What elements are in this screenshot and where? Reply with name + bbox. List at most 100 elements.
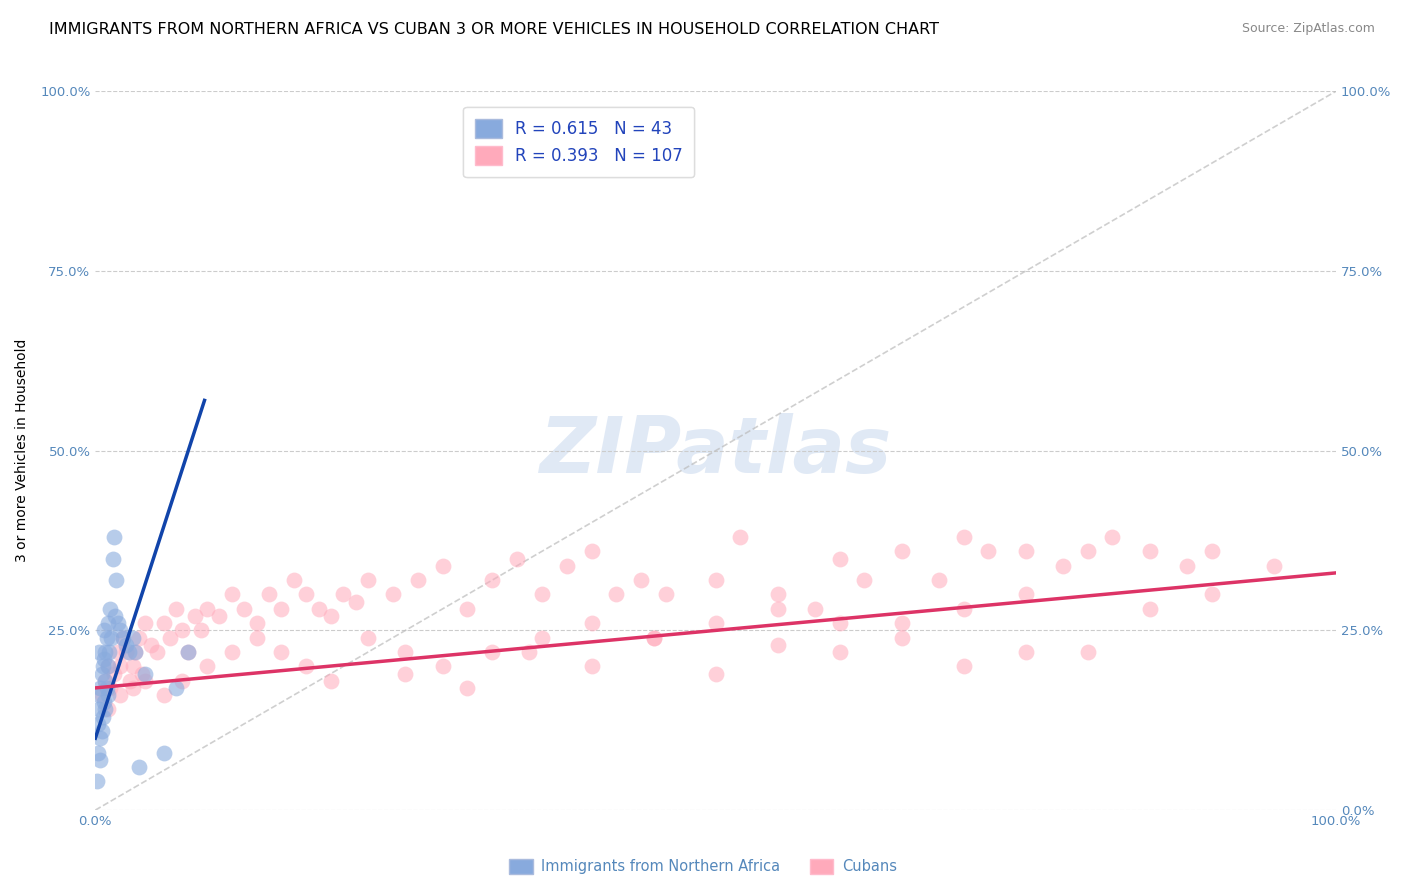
Point: [344, 594, 367, 608]
Point: [103, 530, 125, 544]
Point: [120, 673, 142, 688]
Point: [406, 573, 429, 587]
Point: [977, 544, 1000, 558]
Point: [581, 544, 603, 558]
Point: [108, 659, 131, 673]
Point: [828, 645, 851, 659]
Point: [394, 666, 416, 681]
Point: [357, 631, 380, 645]
Point: [101, 551, 124, 566]
Point: [165, 681, 187, 695]
Point: [295, 659, 318, 673]
Point: [115, 638, 138, 652]
Point: [124, 645, 146, 659]
Point: [146, 645, 169, 659]
Point: [86, 774, 108, 789]
Point: [581, 659, 603, 673]
Point: [94, 673, 117, 688]
Point: [221, 645, 243, 659]
Point: [134, 666, 156, 681]
Point: [283, 573, 305, 587]
Point: [89, 731, 111, 746]
Point: [1263, 558, 1285, 573]
Point: [581, 616, 603, 631]
Point: [172, 624, 194, 638]
Point: [96, 631, 118, 645]
Point: [105, 573, 128, 587]
Point: [107, 645, 129, 659]
Point: [308, 602, 330, 616]
Point: [890, 616, 912, 631]
Point: [246, 631, 269, 645]
Point: [506, 551, 529, 566]
Point: [766, 602, 789, 616]
Point: [177, 645, 200, 659]
Point: [152, 746, 174, 760]
Point: [177, 645, 200, 659]
Point: [87, 645, 110, 659]
Point: [134, 673, 156, 688]
Point: [96, 681, 118, 695]
Point: [87, 688, 110, 702]
Point: [295, 587, 318, 601]
Point: [141, 638, 163, 652]
Point: [103, 666, 125, 681]
Point: [90, 666, 112, 681]
Point: [1052, 558, 1074, 573]
Text: IMMIGRANTS FROM NORTHERN AFRICA VS CUBAN 3 OR MORE VEHICLES IN HOUSEHOLD CORRELA: IMMIGRANTS FROM NORTHERN AFRICA VS CUBAN…: [49, 22, 939, 37]
Point: [853, 573, 876, 587]
Point: [952, 659, 974, 673]
Point: [1014, 645, 1036, 659]
Legend: R = 0.615   N = 43, R = 0.393   N = 107: R = 0.615 N = 43, R = 0.393 N = 107: [464, 107, 695, 177]
Point: [94, 702, 117, 716]
Point: [1014, 544, 1036, 558]
Point: [90, 688, 112, 702]
Point: [828, 616, 851, 631]
Point: [1014, 587, 1036, 601]
Point: [1139, 544, 1161, 558]
Y-axis label: 3 or more Vehicles in Household: 3 or more Vehicles in Household: [15, 339, 30, 563]
Text: Source: ZipAtlas.com: Source: ZipAtlas.com: [1241, 22, 1375, 36]
Point: [108, 688, 131, 702]
Point: [97, 702, 120, 716]
Point: [605, 587, 627, 601]
Point: [111, 631, 134, 645]
Point: [519, 645, 541, 659]
Point: [93, 624, 115, 638]
Point: [87, 716, 110, 731]
Point: [91, 709, 114, 723]
Point: [128, 631, 150, 645]
Point: [221, 587, 243, 601]
Point: [91, 659, 114, 673]
Point: [432, 558, 454, 573]
Point: [704, 573, 727, 587]
Point: [655, 587, 678, 601]
Point: [94, 673, 117, 688]
Point: [246, 616, 269, 631]
Point: [183, 609, 205, 624]
Point: [890, 631, 912, 645]
Point: [481, 645, 503, 659]
Point: [456, 602, 478, 616]
Point: [98, 645, 121, 659]
Point: [131, 666, 153, 681]
Point: [195, 602, 218, 616]
Point: [1139, 602, 1161, 616]
Point: [1077, 645, 1099, 659]
Point: [208, 609, 231, 624]
Point: [195, 659, 218, 673]
Point: [481, 573, 503, 587]
Point: [382, 587, 405, 601]
Point: [89, 681, 111, 695]
Point: [94, 645, 117, 659]
Point: [134, 616, 156, 631]
Point: [804, 602, 827, 616]
Point: [97, 659, 120, 673]
Point: [555, 558, 578, 573]
Point: [159, 631, 181, 645]
Point: [233, 602, 256, 616]
Text: ZIPatlas: ZIPatlas: [540, 413, 891, 489]
Point: [87, 746, 110, 760]
Point: [97, 616, 120, 631]
Point: [152, 616, 174, 631]
